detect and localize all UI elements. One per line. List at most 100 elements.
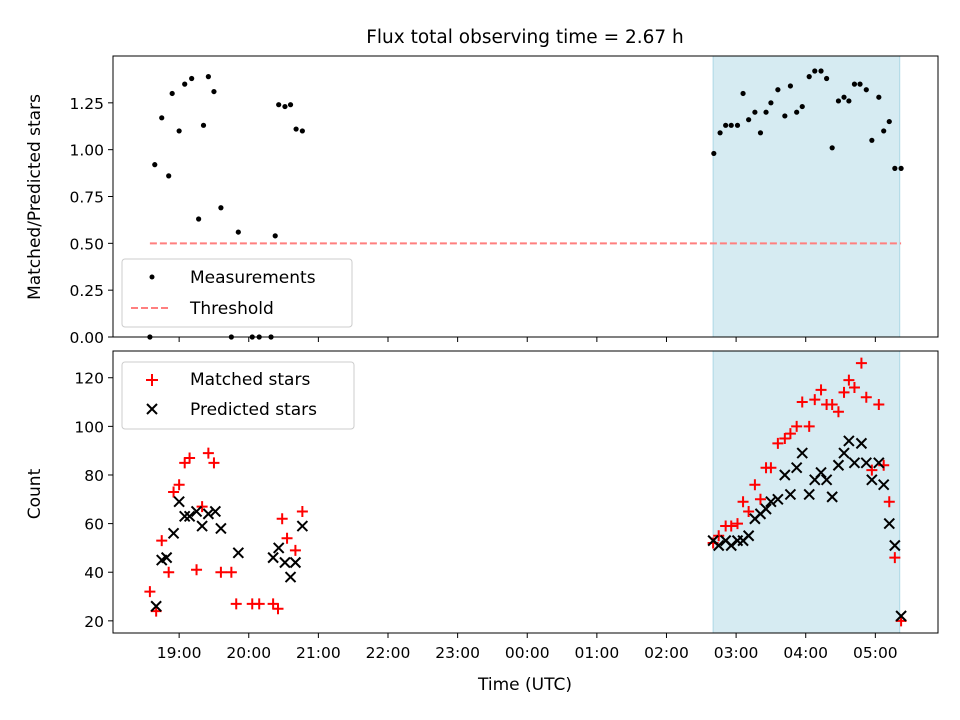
predicted-star-point [843,435,855,447]
matched-star-point [144,586,156,598]
predicted-star-point [760,503,772,515]
measurement-point [794,109,800,115]
x-tick-label: 05:00 [853,644,898,662]
measurement-point [898,165,904,171]
measurement-point [166,173,172,179]
legend-matched-label: Matched stars [190,370,310,390]
measurement-point [159,115,165,121]
measurement-point [211,88,217,95]
y-tick-label: 100 [74,418,104,436]
matched-star-point [156,535,168,547]
measurement-point [857,81,863,87]
y-tick-label: 1.25 [69,95,104,113]
x-tick-label: 02:00 [644,644,689,662]
y-tick-label: 60 [84,516,104,534]
predicted-star-point [272,542,285,554]
observing-span [712,55,901,338]
predicted-star-point [179,510,191,523]
predicted-star-point [150,600,162,612]
predicted-star-point [202,508,215,520]
count-ylabel: Count [25,468,45,519]
predicted-star-point [838,447,850,459]
matched-star-point [784,428,796,440]
matched-star-point [725,520,737,532]
matched-star-point [267,598,279,610]
measurement-point [886,118,892,125]
matched-star-point [791,420,803,432]
matched-star-point [803,420,815,432]
legend-matched-marker [146,374,158,386]
predicted-star-point [284,571,297,583]
predicted-star-point [848,457,861,469]
y-tick-label: 0.25 [69,282,104,300]
y-tick-label: 0.00 [69,329,104,347]
matched-star-point [230,598,242,610]
matched-star-point [731,518,743,530]
predicted-star-point [296,520,309,532]
matched-star-point [866,464,878,476]
matched-star-point [276,513,288,525]
measurement-point [272,233,278,239]
measurement-point [176,128,182,134]
measurement-point [287,102,294,108]
matched-star-point [296,505,308,517]
measurement-point [282,103,288,110]
predicted-star-point [796,447,808,459]
measurement-point [711,150,717,157]
matched-star-point [843,374,855,386]
legend-predicted-label: Predicted stars [190,400,317,420]
x-tick-label: 20:00 [226,644,271,662]
predicted-star-point [209,505,222,518]
predicted-star-point [289,556,302,569]
matched-star-point [826,398,838,410]
ratio-panel-frame [112,55,939,338]
predicted-star-point [772,493,784,506]
predicted-star-point [820,474,833,486]
matched-star-point [838,386,850,398]
legend-measurements-marker [149,274,155,280]
measurement-point [787,83,794,89]
y-tick-label: 80 [84,467,104,485]
matched-star-point [809,394,821,406]
measurement-point [775,87,781,93]
predicted-star-point [855,437,868,450]
measurement-point [189,75,195,82]
y-tick-label: 120 [74,370,104,388]
count-panel-frame [112,350,939,634]
matched-star-point [889,552,901,564]
predicted-star-point [173,496,185,508]
predicted-star-point [883,517,895,530]
predicted-star-point [196,520,208,532]
measurement-point [806,74,812,80]
measurement-point [734,122,741,128]
measurement-point [824,75,830,82]
measurement-point [799,103,805,110]
measurement-point [818,68,824,74]
matched-star-point [289,544,301,556]
predicted-star-point [877,478,890,491]
measurement-point [835,98,842,104]
ratio-panel: 0.00 0.25 0.50 0.75 1.00 1.25 Measurements Th… [25,55,939,347]
predicted-star-point [873,457,885,469]
predicted-star-point [826,491,838,503]
measurement-point [293,126,299,132]
matched-star-point [765,462,777,474]
measurement-point [723,122,729,128]
measurement-point [876,94,882,100]
y-tick-label: 0.50 [69,235,104,253]
measurement-point [812,68,818,74]
predicted-star-point [167,527,180,540]
matched-star-point [272,603,284,615]
matched-star-point [779,433,791,445]
measurement-point [851,81,858,87]
measurement-point [892,165,898,171]
predicted-star-point [895,610,907,622]
x-tick-label: 21:00 [296,644,341,662]
predicted-star-point [712,539,725,552]
x-tick-label: 03:00 [714,644,759,662]
predicted-star-point [889,539,901,552]
predicted-star-point [232,547,245,559]
measurement-point [881,128,887,134]
matched-star-point [855,357,867,369]
